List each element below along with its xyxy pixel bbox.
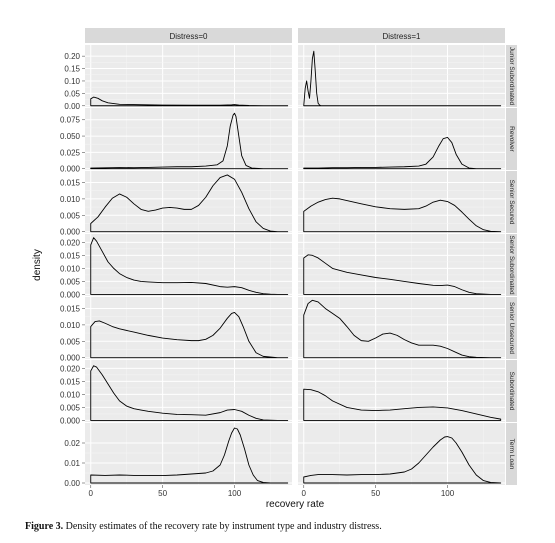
y-tick-label: 0.015 — [60, 178, 81, 187]
density-curve — [90, 112, 289, 170]
column-strip — [298, 28, 505, 43]
row-strip — [506, 234, 517, 296]
y-tick-label: 0.005 — [60, 403, 81, 412]
x-tick-label: 0 — [89, 489, 94, 498]
row-strip — [506, 423, 517, 485]
density-curve — [90, 427, 289, 484]
panel-background — [85, 234, 292, 296]
y-tick-label: 0.10 — [64, 77, 80, 86]
y-tick-label: 0.000 — [60, 165, 81, 174]
density-curve — [303, 254, 502, 295]
y-axis-title: density — [32, 249, 43, 281]
x-tick-label: 100 — [441, 489, 455, 498]
panel-background — [85, 423, 292, 485]
y-tick-label: 0.050 — [60, 132, 81, 141]
x-tick-label: 100 — [228, 489, 242, 498]
density-curve — [303, 136, 502, 170]
y-tick-label: 0.015 — [60, 377, 81, 386]
y-tick-label: 0.00 — [64, 479, 80, 488]
y-tick-label: 0.025 — [60, 148, 81, 157]
row-strip-label: Term Loan — [508, 439, 515, 470]
row-strip-label: Subordinated — [508, 372, 515, 411]
x-tick-label: 50 — [158, 489, 167, 498]
density-curve — [303, 299, 502, 359]
y-tick-label: 0.05 — [64, 89, 80, 98]
y-tick-label: 0.02 — [64, 439, 80, 448]
figure-caption: Figure 3. Density estimates of the recov… — [25, 521, 545, 532]
y-tick-label: 0.000 — [60, 416, 81, 425]
y-tick-label: 0.01 — [64, 459, 80, 468]
panel-background — [85, 297, 292, 359]
row-strip — [506, 108, 517, 170]
density-curve — [303, 388, 502, 421]
panel-background — [85, 45, 292, 107]
row-strip — [506, 297, 517, 359]
column-strip-label: Distress=0 — [169, 32, 208, 41]
y-tick-label: 0.005 — [60, 277, 81, 286]
density-curve — [90, 96, 289, 107]
panel-background — [85, 360, 292, 422]
y-tick-label: 0.15 — [64, 65, 80, 74]
panel-background — [298, 423, 505, 485]
y-tick-label: 0.020 — [60, 364, 81, 373]
row-strip — [506, 360, 517, 422]
y-tick-label: 0.010 — [60, 264, 81, 273]
row-strip — [506, 45, 517, 107]
column-strip — [85, 28, 292, 43]
y-tick-label: 0.00 — [64, 102, 80, 111]
density-curve — [303, 436, 502, 484]
y-tick-label: 0.020 — [60, 238, 81, 247]
density-curve — [90, 311, 289, 359]
y-tick-label: 0.075 — [60, 116, 81, 125]
y-tick-label: 0.010 — [60, 195, 81, 204]
panel-background — [298, 108, 505, 170]
caption-label: Figure 3. — [25, 521, 64, 532]
panel-background — [298, 45, 505, 107]
row-strip — [506, 171, 517, 233]
density-curve — [90, 365, 289, 421]
y-tick-label: 0.000 — [60, 228, 81, 237]
row-strip-label: Senior Unsecured — [508, 302, 515, 354]
density-curve — [90, 174, 289, 233]
y-tick-label: 0.015 — [60, 251, 81, 260]
x-tick-label: 50 — [371, 489, 380, 498]
density-curve — [90, 237, 289, 295]
y-tick-label: 0.000 — [60, 290, 81, 299]
row-strip-label: Revolver — [508, 126, 515, 152]
row-strip-label: Senior Secured — [508, 180, 515, 225]
y-tick-label: 0.005 — [60, 337, 81, 346]
y-tick-label: 0.20 — [64, 52, 80, 61]
panel-background — [298, 297, 505, 359]
y-tick-label: 0.015 — [60, 304, 81, 313]
y-tick-label: 0.005 — [60, 211, 81, 220]
column-strip-label: Distress=1 — [382, 32, 421, 41]
panel-background — [85, 108, 292, 170]
y-tick-label: 0.000 — [60, 354, 81, 363]
x-tick-label: 0 — [302, 489, 307, 498]
caption-text: Density estimates of the recovery rate b… — [63, 521, 382, 532]
panel-background — [298, 234, 505, 296]
y-tick-label: 0.010 — [60, 321, 81, 330]
y-tick-label: 0.010 — [60, 390, 81, 399]
density-curve — [303, 197, 502, 233]
x-axis-title: recovery rate — [266, 499, 325, 510]
density-curve — [303, 50, 502, 107]
panel-background — [298, 360, 505, 422]
row-strip-label: Senior Subordinated — [508, 235, 515, 295]
row-strip-label: Junior Subordinated — [508, 47, 515, 106]
panel-background — [298, 171, 505, 233]
